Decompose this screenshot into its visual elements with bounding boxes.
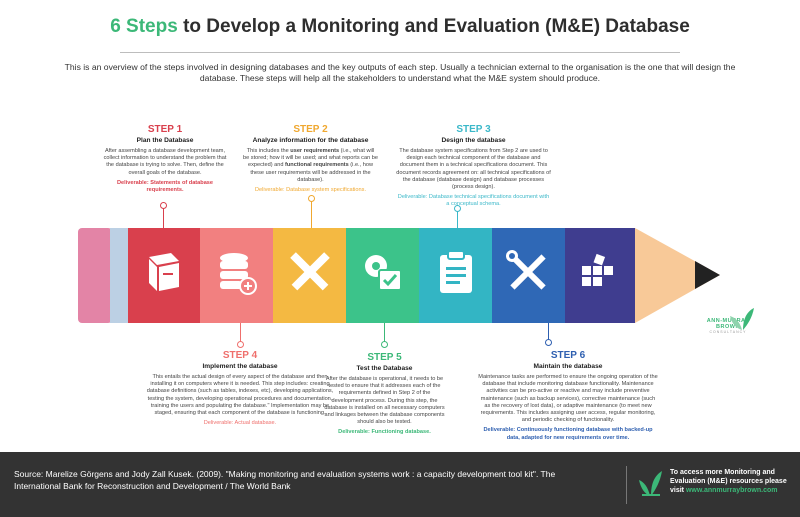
step-3-label: STEP 3 bbox=[456, 124, 491, 135]
pencil-ferrule bbox=[110, 228, 128, 323]
step-2: STEP 2 Analyze information for the datab… bbox=[243, 124, 378, 194]
step-4-title: Implement the database bbox=[202, 363, 278, 370]
step-4: STEP 4 Implement the database This entai… bbox=[145, 350, 335, 427]
step-4-connector bbox=[240, 323, 241, 345]
step-1: STEP 1 Plan the Database After assemblin… bbox=[100, 124, 230, 194]
step-5: STEP 5 Test the Database After the datab… bbox=[322, 352, 447, 437]
brand-logo: ANN-MURRAY BROWN CONSULTANCY bbox=[688, 308, 768, 334]
step-5-body: After the database is operational, it ne… bbox=[324, 376, 445, 426]
leaf-icon bbox=[730, 308, 754, 330]
step-6: STEP 6 Maintain the database Maintenance… bbox=[478, 350, 658, 442]
step-2-dot bbox=[308, 195, 315, 202]
clipboard-icon bbox=[440, 250, 472, 293]
logo-line-1: ANN-MURRAY bbox=[706, 318, 750, 324]
pencil-tip-lead bbox=[695, 261, 720, 289]
logo-line-3: CONSULTANCY bbox=[709, 330, 747, 334]
pencil-ruler-icon bbox=[290, 252, 330, 291]
step-4-deliverable: Deliverable: Actual database. bbox=[203, 420, 277, 427]
step-1-dot bbox=[160, 202, 167, 209]
footer-leaf-icon bbox=[639, 471, 662, 496]
step-6-connector bbox=[548, 323, 549, 343]
step-1-body: After assembling a database development … bbox=[103, 148, 227, 176]
step-2-body: This includes the user requirements (i.e… bbox=[243, 148, 378, 183]
step-6-dot bbox=[545, 339, 552, 346]
step-6-title: Maintain the database bbox=[533, 363, 603, 370]
step-5-dot bbox=[381, 341, 388, 348]
logo-line-2: BROWN bbox=[716, 324, 740, 330]
step-1-deliverable: Deliverable: Statements of database requ… bbox=[116, 179, 214, 194]
title-text: to Develop a Monitoring and Evaluation (… bbox=[177, 16, 690, 37]
step-1-title: Plan the Database bbox=[136, 137, 194, 144]
step-2-title: Analyze information for the database bbox=[252, 137, 369, 144]
step-1-label: STEP 1 bbox=[147, 124, 183, 135]
blocks-icon bbox=[582, 253, 613, 286]
step-1-connector bbox=[163, 206, 164, 228]
step-3: STEP 3 Design the database The database … bbox=[396, 124, 551, 209]
step-4-label: STEP 4 bbox=[222, 350, 258, 361]
footer-cta: To access more Monitoring and Evaluation… bbox=[670, 468, 795, 495]
step-2-deliverable: Deliverable: Database system specificati… bbox=[255, 187, 366, 194]
step-5-deliverable: Deliverable: Functioning database. bbox=[338, 429, 431, 436]
step-6-body: Maintenance tasks are performed to ensur… bbox=[478, 374, 658, 424]
step-3-connector bbox=[457, 209, 458, 228]
pencil-eraser bbox=[78, 228, 112, 323]
pencil-segment-7 bbox=[565, 228, 635, 323]
step-5-title: Test the Database bbox=[356, 365, 413, 372]
title-divider bbox=[120, 52, 680, 53]
footer-source: Source: Marelize Görgens and Jody Zall K… bbox=[14, 469, 556, 491]
step-6-deliverable: Deliverable: Continuously functioning da… bbox=[483, 427, 653, 441]
step-3-title: Design the database bbox=[441, 137, 506, 144]
pencil-tip-wood bbox=[635, 228, 720, 323]
step-4-dot bbox=[237, 341, 244, 348]
step-4-body: This entails the actual design of every … bbox=[146, 374, 334, 417]
page-title: 6 Steps to Develop a Monitoring and Eval… bbox=[0, 16, 800, 38]
title-accent: 6 Steps bbox=[110, 16, 178, 37]
step-3-deliverable: Deliverable: Database technical specific… bbox=[397, 194, 550, 208]
step-6-label: STEP 6 bbox=[550, 350, 586, 361]
database-add-icon bbox=[220, 253, 257, 295]
book-icon bbox=[149, 253, 179, 291]
intro-text: This is an overview of the steps involve… bbox=[64, 62, 736, 83]
step-2-label: STEP 2 bbox=[293, 124, 328, 135]
wrench-screwdriver-icon bbox=[506, 250, 546, 290]
footer-divider bbox=[626, 466, 627, 504]
step-5-label: STEP 5 bbox=[367, 352, 402, 363]
step-3-body: The database system specifications from … bbox=[396, 148, 551, 191]
footer-website-link[interactable]: www.annmurraybrown.com bbox=[685, 487, 778, 494]
step-2-connector bbox=[311, 199, 312, 228]
step-3-dot bbox=[454, 205, 461, 212]
footer-cta-text: To access more Monitoring and Evaluation… bbox=[670, 469, 787, 494]
footer: Source: Marelize Görgens and Jody Zall K… bbox=[0, 452, 800, 517]
gear-check-icon bbox=[365, 255, 402, 291]
step-5-connector bbox=[384, 323, 385, 345]
